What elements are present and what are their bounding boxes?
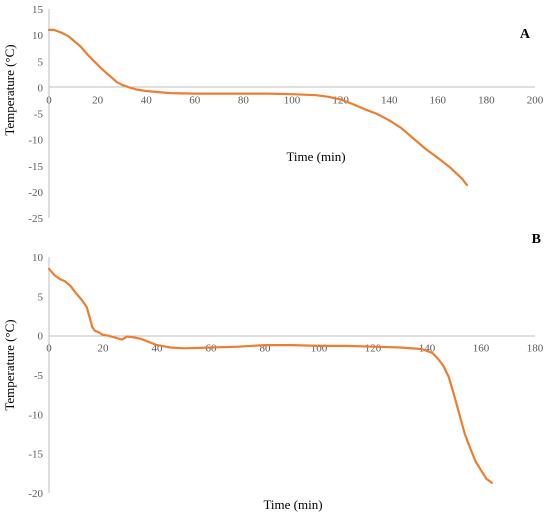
- panel-b-y-tick-label: -5: [34, 370, 44, 382]
- panel-b-y-axis-title: Temperature (°C): [2, 319, 17, 410]
- panel-a-y-tick-label: 0: [38, 82, 44, 94]
- panel-a: A Temperature (°C) Time (min) 151050-5-1…: [2, 4, 544, 225]
- panel-a-label: A: [520, 27, 531, 42]
- panel-b-y-tick-label: 10: [32, 252, 44, 264]
- panel-a-x-tick-label: 20: [92, 94, 104, 106]
- panel-b-x-tick-label: 0: [46, 343, 52, 355]
- panel-a-x-tick-label: 80: [238, 94, 250, 106]
- panel-a-y-tick-label: 5: [38, 56, 44, 68]
- panel-b-x-tick-label: 60: [206, 343, 218, 355]
- panel-b-x-tick-label: 120: [365, 343, 382, 355]
- panel-b-label: B: [532, 232, 541, 247]
- panel-a-x-tick-label: 60: [189, 94, 201, 106]
- panel-a-y-tick-label: -5: [34, 109, 44, 121]
- panel-a-y-tick-label: 10: [32, 30, 44, 42]
- panel-b-temperature-line: [47, 267, 493, 484]
- panel-a-y-tick-label: -25: [28, 213, 43, 225]
- panel-b-x-tick-label: 100: [311, 343, 328, 355]
- panel-b-y-ticks: 10 5 0 -5 -10 -15 -20: [28, 252, 43, 500]
- panel-a-x-tick-label: 40: [141, 94, 153, 106]
- panel-b-y-tick-label: -15: [28, 449, 43, 461]
- panel-b-x-ticks: 0 20 40 60 80 100 120 140 160 180: [46, 343, 544, 355]
- panel-a-x-tick-label: 100: [284, 94, 301, 106]
- panel-a-x-tick-label: 200: [527, 94, 544, 106]
- panel-a-x-tick-label: 140: [381, 94, 398, 106]
- panel-a-y-axis-title: Temperature (°C): [2, 44, 17, 135]
- panel-b-x-tick-label: 160: [473, 343, 490, 355]
- panel-a-x-tick-label: 0: [46, 94, 52, 106]
- panel-a-y-ticks: 15 10 5 0 -5 -10 -15 -20 -25: [28, 4, 43, 225]
- panel-a-x-tick-label: 160: [430, 94, 447, 106]
- panel-a-x-tick-label: 180: [478, 94, 495, 106]
- panel-b-y-tick-label: -10: [28, 409, 43, 421]
- panel-b-x-tick-label: 180: [527, 343, 544, 355]
- panel-b-x-tick-label: 40: [152, 343, 164, 355]
- panel-a-temperature-line: [47, 28, 469, 187]
- panel-b: B Temperature (°C) Time (min) 10 5 0 -5 -10 -…: [2, 232, 544, 512]
- panel-b-y-tick-label: -20: [28, 488, 43, 500]
- panel-a-y-tick-label: 15: [32, 4, 44, 16]
- panel-b-y-tick-label: 0: [38, 331, 44, 343]
- panel-a-x-axis-title: Time (min): [286, 149, 345, 164]
- panel-a-y-tick-label: -15: [28, 161, 43, 173]
- panel-a-y-tick-label: -20: [28, 187, 43, 199]
- panel-a-x-ticks: 0 20 40 60 80 100 120 140 160 180 200: [46, 94, 544, 106]
- panel-b-x-tick-label: 80: [260, 343, 272, 355]
- panel-a-y-tick-label: -10: [28, 135, 43, 147]
- panel-b-x-tick-label: 20: [98, 343, 110, 355]
- panel-b-y-tick-label: 5: [38, 291, 44, 303]
- panel-b-x-axis-title: Time (min): [263, 497, 322, 512]
